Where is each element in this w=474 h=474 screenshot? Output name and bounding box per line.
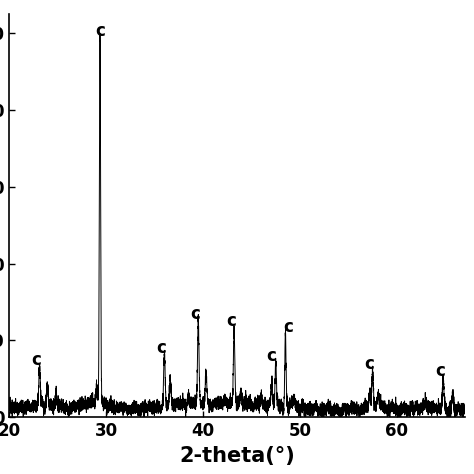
Text: c: c	[436, 362, 445, 380]
Text: c: c	[156, 339, 166, 357]
Text: c: c	[32, 351, 42, 369]
X-axis label: 2-theta(°): 2-theta(°)	[179, 446, 295, 465]
Text: c: c	[191, 305, 201, 323]
Text: c: c	[95, 22, 105, 40]
Text: c: c	[226, 312, 236, 330]
Text: c: c	[365, 355, 374, 373]
Text: c: c	[266, 347, 276, 365]
Text: c: c	[283, 318, 293, 336]
